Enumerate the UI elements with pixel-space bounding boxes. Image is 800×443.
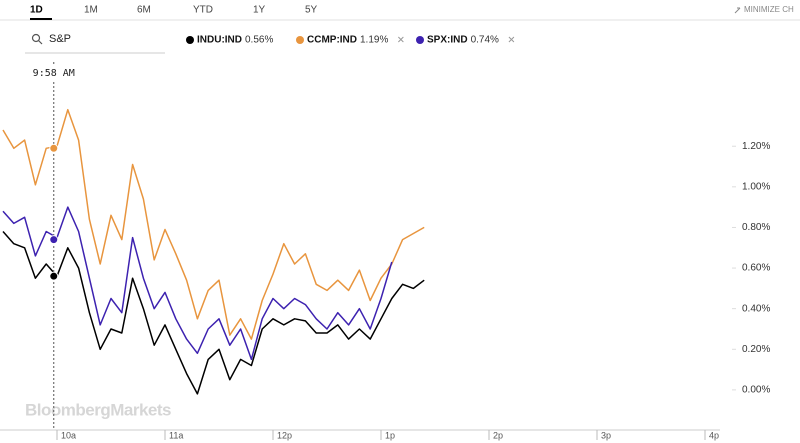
legend-value: 0.56%	[245, 35, 273, 46]
legend-swatch	[186, 36, 194, 44]
legend-item: INDU:IND 0.56%	[186, 35, 273, 46]
y-tick-label: 0.80%	[742, 222, 770, 233]
minimize-button[interactable]: MINIMIZE CH	[744, 5, 794, 14]
x-tick-label: 10a	[61, 430, 76, 440]
legend-remove[interactable]	[508, 36, 515, 43]
range-tab[interactable]: 1Y	[253, 5, 266, 16]
crosshair-dot	[49, 235, 59, 245]
legend-swatch	[416, 36, 424, 44]
series-line	[2, 231, 425, 395]
minimize-icon	[734, 7, 741, 14]
watermark: BloombergMarkets	[25, 400, 171, 419]
crosshair-label: 9:58 AM	[33, 68, 75, 79]
range-tab[interactable]: 1D	[30, 5, 43, 16]
y-tick-label: 0.40%	[742, 303, 770, 314]
legend-name: SPX:IND	[427, 35, 468, 46]
x-tick-label: 12p	[277, 430, 292, 440]
x-tick-label: 3p	[601, 430, 611, 440]
series-line	[2, 108, 425, 340]
range-tab[interactable]: YTD	[193, 5, 213, 16]
legend-remove[interactable]	[398, 36, 404, 43]
series-line	[2, 206, 393, 361]
crosshair-dot	[49, 143, 59, 153]
x-tick-label: 1p	[385, 430, 395, 440]
legend-swatch	[296, 36, 304, 44]
legend-item: CCMP:IND 1.19%	[296, 35, 404, 46]
y-tick-label: 0.00%	[742, 385, 770, 396]
x-tick-label: 11a	[169, 430, 183, 440]
legend-name: CCMP:IND	[307, 35, 357, 46]
x-tick-label: 4p	[709, 430, 719, 440]
search-icon	[31, 33, 43, 45]
legend-name: INDU:IND	[197, 35, 242, 46]
range-tab[interactable]: 6M	[137, 5, 151, 16]
y-tick-label: 0.60%	[742, 263, 770, 274]
legend-value: 1.19%	[360, 35, 388, 46]
y-tick-label: 1.20%	[742, 141, 770, 152]
crosshair-dot	[49, 271, 59, 281]
y-tick-label: 0.20%	[742, 344, 770, 355]
legend-value: 0.74%	[471, 35, 499, 46]
legend-item: SPX:IND 0.74%	[416, 35, 515, 46]
x-tick-label: 2p	[493, 430, 503, 440]
crosshair-label-box	[28, 65, 79, 81]
search-input[interactable]: S&P	[49, 33, 71, 45]
y-tick-label: 1.00%	[742, 181, 770, 192]
range-tab[interactable]: 1M	[84, 5, 98, 16]
range-tab[interactable]: 5Y	[305, 5, 318, 16]
